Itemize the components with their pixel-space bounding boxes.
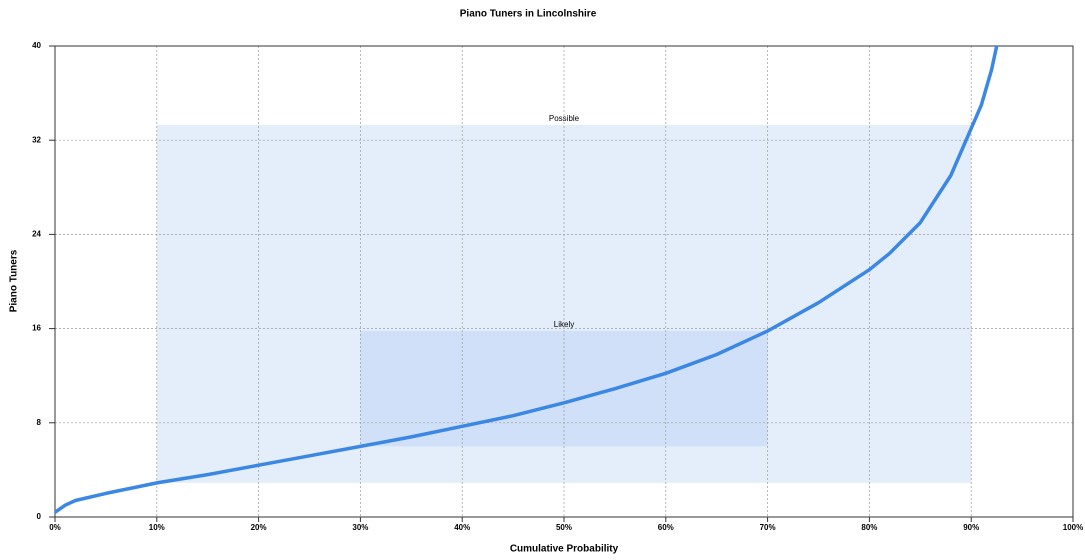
band [360,330,768,447]
y-tick-label: 24 [32,230,41,239]
y-tick-label: 40 [32,41,41,50]
x-tick-label: 10% [149,523,165,532]
line [55,46,999,515]
y-tick-label: 0 [37,512,42,521]
x-tick-label: 80% [861,523,877,532]
x-tick-label: 60% [658,523,674,532]
x-tick-label: 0% [49,523,61,532]
marks [55,46,999,515]
y-axis-label: Piano Tuners [9,249,20,312]
x-tick-label: 90% [963,523,979,532]
x-tick-label: 30% [352,523,368,532]
x-tick-label: 50% [556,523,572,532]
x-tick-label: 70% [760,523,776,532]
chart-title: Piano Tuners in Lincolnshire [460,9,597,20]
y-tick-label: 16 [32,324,41,333]
x-tick-label: 100% [1063,523,1083,532]
x-tick-label: 40% [454,523,470,532]
y-tick-label: 8 [37,418,42,427]
x-tick-label: 20% [251,523,267,532]
grid [55,46,1073,517]
y-tick-label: 32 [32,135,41,144]
band-label: Likely [554,320,574,329]
x-axis-label: Cumulative Probability [510,544,619,555]
